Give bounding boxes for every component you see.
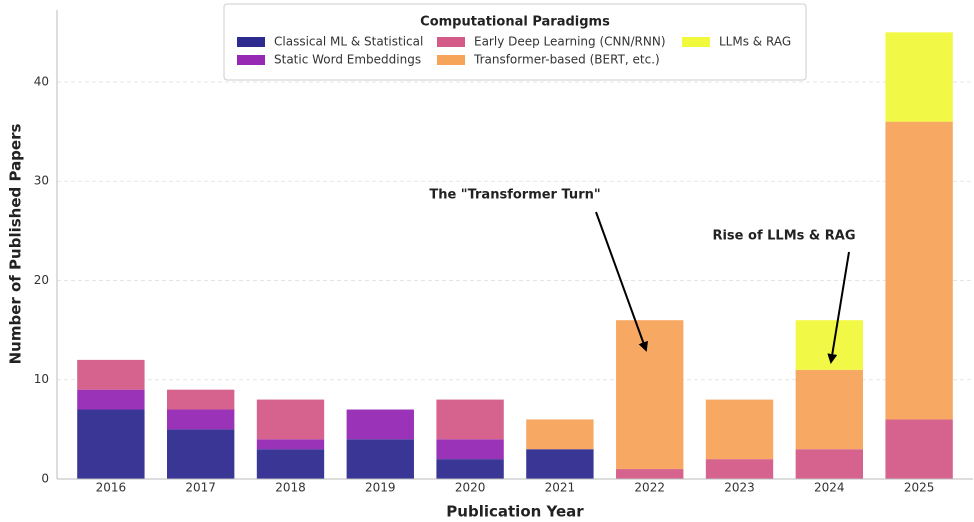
legend-swatch xyxy=(237,37,265,47)
bar-segment xyxy=(436,399,504,440)
annotation-arrow xyxy=(595,211,648,352)
bar-segment xyxy=(526,419,594,450)
bar-segment xyxy=(885,419,953,479)
annotation-text: The "Transformer Turn" xyxy=(429,188,600,203)
bar-segment xyxy=(885,32,953,122)
x-tick-label: 2019 xyxy=(365,481,396,495)
legend-label: LLMs & RAG xyxy=(719,35,791,49)
legend-label: Early Deep Learning (CNN/RNN) xyxy=(474,35,666,49)
bar-segment xyxy=(77,409,145,479)
legend-swatch xyxy=(237,55,265,65)
annotation: The "Transformer Turn" xyxy=(429,188,648,352)
annotation-arrow xyxy=(827,251,850,364)
legend-swatch xyxy=(437,37,465,47)
y-tick-label: 40 xyxy=(34,74,49,88)
x-tick-label: 2021 xyxy=(545,481,576,495)
bar-segment xyxy=(346,409,414,440)
x-axis-title: Publication Year xyxy=(446,503,584,521)
bar-segment xyxy=(795,369,863,450)
bar-segment xyxy=(167,389,235,410)
bar-segment xyxy=(167,429,235,479)
y-axis-title: Number of Published Papers xyxy=(7,124,25,365)
bar-segment xyxy=(256,449,325,479)
x-tick-label: 2017 xyxy=(185,481,216,495)
x-tick-label: 2022 xyxy=(634,481,665,495)
legend-label: Static Word Embeddings xyxy=(274,53,421,67)
x-tick-label: 2023 xyxy=(724,481,755,495)
legend-box xyxy=(223,3,807,81)
y-tick-label: 10 xyxy=(34,372,49,386)
x-tick-label: 2020 xyxy=(455,481,486,495)
legend-swatch xyxy=(682,37,710,47)
x-tick-label: 2025 xyxy=(904,481,935,495)
bar-segment xyxy=(436,439,504,460)
legend-label: Transformer-based (BERT, etc.) xyxy=(473,53,660,67)
bar-segment xyxy=(795,449,863,479)
y-tick-label: 30 xyxy=(34,174,49,188)
x-tick-label: 2016 xyxy=(96,481,127,495)
bar-segment xyxy=(436,459,504,479)
x-tick-label: 2018 xyxy=(275,481,306,495)
bar-segment xyxy=(885,121,953,420)
bar-segment xyxy=(256,439,325,450)
annotation: Rise of LLMs & RAG xyxy=(712,229,856,364)
legend-swatch xyxy=(437,55,465,65)
legend-title: Computational Paradigms xyxy=(420,15,610,30)
bar-segment xyxy=(167,409,235,430)
bar-segment xyxy=(526,449,594,479)
annotation-text: Rise of LLMs & RAG xyxy=(712,229,855,244)
legend-label: Classical ML & Statistical xyxy=(274,35,423,49)
y-tick-label: 0 xyxy=(41,472,49,486)
bar-segment xyxy=(705,399,774,460)
bar-segment xyxy=(616,320,684,470)
bar-segment xyxy=(346,439,414,479)
bar-segment xyxy=(616,469,684,479)
x-tick-label: 2024 xyxy=(814,481,845,495)
bar-segment xyxy=(705,459,774,479)
bar-segment xyxy=(256,399,325,440)
bar-segment xyxy=(77,389,145,410)
y-tick-label: 20 xyxy=(34,273,49,287)
bar-segment xyxy=(77,359,145,390)
bar-segment xyxy=(795,320,863,370)
legend: Computational Paradigms Classical ML & S… xyxy=(223,3,807,81)
